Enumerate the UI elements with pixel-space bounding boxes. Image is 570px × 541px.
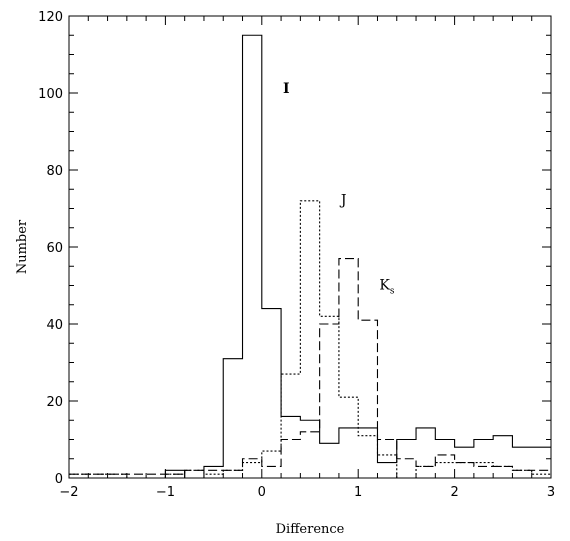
y-tick-label: 40: [46, 318, 63, 333]
series-layer: [69, 34, 551, 479]
series-label: J: [339, 193, 347, 209]
x-tick-label: −1: [156, 485, 175, 500]
y-axis-label: Number: [15, 219, 30, 274]
x-tick-label: 1: [354, 485, 362, 500]
x-tick-label: 0: [258, 485, 266, 500]
series-label: Ks: [379, 277, 394, 296]
y-tick-label: 120: [38, 10, 63, 25]
tick-labels: −2 −1 0 1 2 3 0 20 40 60 80 100 120: [38, 10, 555, 500]
x-tick-label: −2: [59, 485, 78, 500]
series-label-subscript: s: [390, 286, 395, 296]
series-label: I: [283, 81, 290, 97]
y-tick-label: 0: [55, 472, 63, 487]
y-tick-label: 60: [46, 241, 63, 256]
series-solid-line: [69, 34, 551, 479]
x-axis-label: Difference: [276, 522, 345, 537]
y-tick-label: 80: [46, 164, 63, 179]
y-tick-label: 100: [38, 87, 63, 102]
series-dotted-line: [69, 200, 551, 479]
plot-frame: [68, 15, 552, 479]
ticks-layer: [68, 15, 552, 479]
series-dashed-line: [69, 258, 551, 475]
x-tick-label: 3: [547, 485, 555, 500]
y-tick-label: 20: [46, 395, 63, 410]
x-tick-label: 2: [450, 485, 458, 500]
